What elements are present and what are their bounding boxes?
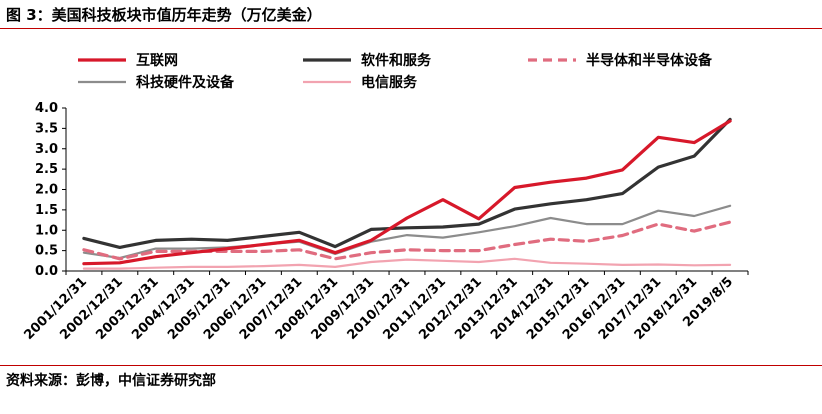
top-divider bbox=[0, 28, 822, 29]
series-line-0 bbox=[82, 119, 732, 266]
bottom-divider bbox=[0, 365, 822, 366]
axes: 0.00.51.01.52.02.53.03.54.02001/12/31200… bbox=[22, 101, 749, 343]
series-line-4 bbox=[82, 257, 732, 270]
y-tick-label: 3.0 bbox=[35, 142, 58, 157]
legend-label: 互联网 bbox=[136, 53, 178, 69]
chart-title: 图 3：美国科技板块市值历年走势（万亿美金） bbox=[6, 6, 322, 24]
y-tick-label: 4.0 bbox=[35, 101, 58, 116]
y-tick-label: 2.0 bbox=[35, 183, 58, 198]
y-tick-label: 1.5 bbox=[35, 203, 58, 218]
y-tick-label: 0.0 bbox=[35, 264, 58, 279]
legend-label: 科技硬件及设备 bbox=[136, 74, 235, 91]
source-note: 资料来源：彭博，中信证券研究部 bbox=[6, 373, 216, 389]
legend-label: 电信服务 bbox=[361, 74, 418, 91]
y-tick-label: 1.0 bbox=[35, 223, 58, 238]
series-line-3 bbox=[82, 204, 732, 260]
y-tick-label: 3.5 bbox=[35, 121, 58, 136]
legend-label: 半导体和半导体设备 bbox=[586, 52, 713, 69]
y-tick-label: 0.5 bbox=[35, 244, 58, 259]
legend-label: 软件和服务 bbox=[361, 52, 432, 69]
series-line-1 bbox=[82, 117, 732, 249]
y-tick-label: 2.5 bbox=[35, 162, 58, 177]
series-lines bbox=[82, 117, 732, 270]
